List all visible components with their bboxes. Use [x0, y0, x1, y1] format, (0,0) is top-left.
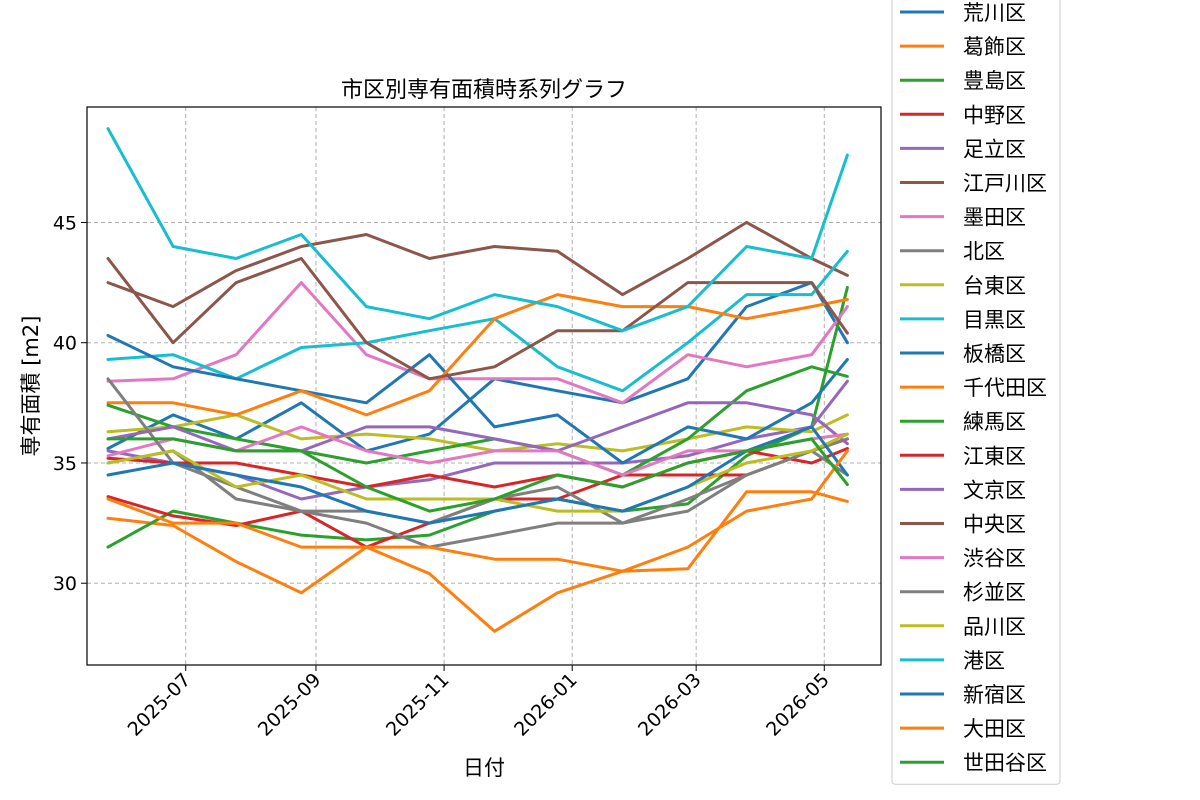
series-lines	[106, 127, 849, 633]
y-tick-label: 30	[53, 573, 77, 595]
legend-label: 足立区	[963, 137, 1026, 161]
legend-label: 墨田区	[963, 206, 1026, 230]
series-line-世田谷区	[106, 437, 849, 513]
legend-label: 文京区	[963, 478, 1026, 502]
y-tick-label: 35	[53, 453, 77, 475]
legend-label: 板橋区	[963, 342, 1026, 366]
series-line-荒川区	[106, 281, 849, 453]
legend: 荒川区葛飾区豊島区中野区足立区江戸川区墨田区北区台東区目黒区板橋区千代田区練馬区…	[891, 0, 1061, 785]
chart-title: 市区別専有面積時系列グラフ	[341, 78, 627, 103]
legend-label: 豊島区	[963, 69, 1026, 93]
x-tick-label: 2026-01	[510, 669, 582, 741]
legend-label: 港区	[963, 649, 1005, 673]
legend-label: 葛飾区	[963, 35, 1026, 59]
x-tick-label: 2025-09	[254, 669, 326, 741]
x-tick-label: 2026-03	[634, 669, 706, 741]
y-tick-label: 45	[53, 212, 77, 234]
series-line-大田区	[106, 449, 849, 573]
x-tick-label: 2026-05	[762, 669, 834, 741]
legend-label: 中央区	[963, 513, 1026, 537]
x-axis-title: 日付	[463, 756, 505, 780]
legend-label: 渋谷区	[963, 547, 1026, 571]
legend-box	[891, 0, 1061, 785]
series-line-墨田区	[106, 281, 849, 405]
legend-label: 練馬区	[963, 410, 1026, 434]
x-tick-label: 2025-07	[124, 669, 196, 741]
legend-label: 中野区	[963, 103, 1026, 127]
series-line-板橋区	[106, 334, 849, 465]
legend-label: 荒川区	[963, 1, 1026, 25]
legend-label: 世田谷区	[963, 751, 1047, 775]
series-line-江戸川区	[106, 220, 849, 309]
y-axis-title: 専有面積 [m2]	[19, 316, 43, 457]
legend-label: 台東区	[963, 274, 1026, 298]
series-line-港区	[106, 127, 849, 333]
legend-label: 新宿区	[963, 683, 1026, 707]
legend-label: 大田区	[963, 717, 1026, 741]
y-tick-label: 40	[53, 333, 77, 355]
series-line-千代田区	[106, 293, 849, 417]
plot-area-frame	[86, 106, 882, 666]
legend-label: 江東区	[963, 444, 1026, 468]
legend-label: 杉並区	[963, 581, 1026, 605]
legend-label: 目黒区	[963, 308, 1026, 332]
series-line-葛飾区	[106, 490, 849, 633]
legend-label: 江戸川区	[963, 172, 1047, 196]
x-tick-label: 2025-11	[382, 669, 454, 741]
y-axis-ticks: 30 35 40 45	[53, 212, 87, 595]
series-line-中央区	[106, 257, 849, 381]
x-axis-ticks: 2025-07 2025-09 2025-11 2026-01 2026-03 2026-…	[124, 665, 834, 741]
legend-label: 千代田区	[963, 376, 1047, 400]
legend-label: 品川区	[963, 615, 1026, 639]
legend-label: 北区	[963, 240, 1005, 264]
